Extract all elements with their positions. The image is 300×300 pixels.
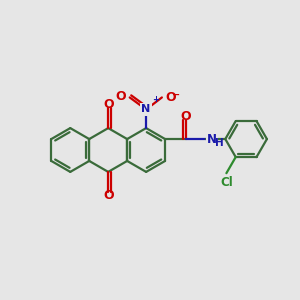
- Text: O: O: [115, 90, 126, 103]
- Text: Cl: Cl: [220, 176, 233, 189]
- Text: O: O: [103, 189, 113, 202]
- Text: H: H: [214, 138, 223, 148]
- Text: N: N: [207, 133, 217, 146]
- Text: O: O: [165, 91, 175, 104]
- Text: O: O: [103, 98, 113, 111]
- Text: −: −: [172, 89, 180, 100]
- Text: +: +: [152, 94, 159, 103]
- Text: O: O: [181, 110, 191, 123]
- Text: N: N: [142, 104, 151, 115]
